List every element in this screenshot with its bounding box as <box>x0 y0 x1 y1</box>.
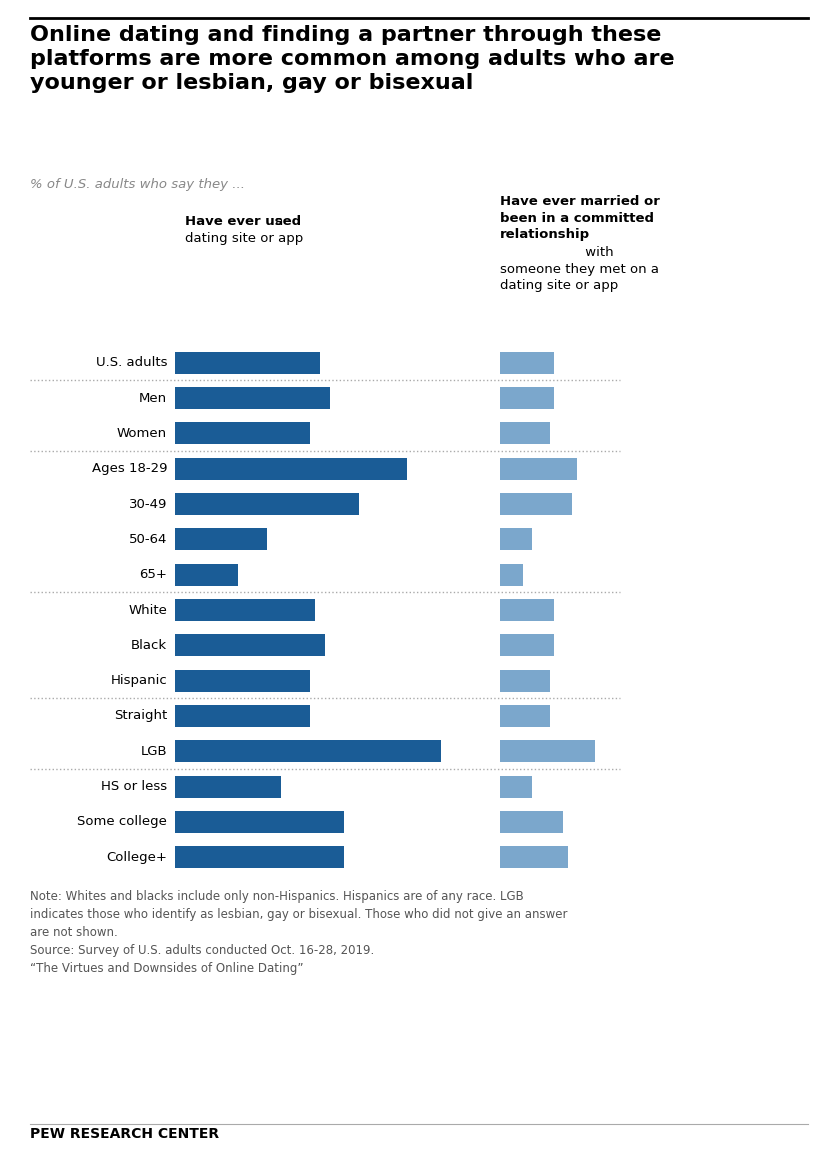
Text: with: with <box>581 247 613 259</box>
Text: U.S. adults: U.S. adults <box>96 356 167 369</box>
Text: HS or less: HS or less <box>101 780 167 794</box>
Text: 32: 32 <box>310 392 328 404</box>
Text: dating site or app: dating site or app <box>185 232 303 245</box>
Text: 35: 35 <box>324 816 342 828</box>
Text: 65+: 65+ <box>139 568 167 581</box>
Text: 29: 29 <box>296 604 313 616</box>
Text: 30%: 30% <box>288 356 318 369</box>
Text: someone they met on a
dating site or app: someone they met on a dating site or app <box>500 263 659 293</box>
Text: 12: 12 <box>535 392 552 404</box>
Text: Have ever used: Have ever used <box>185 215 301 228</box>
Text: 13: 13 <box>219 568 235 581</box>
Text: LGB: LGB <box>141 745 167 758</box>
Text: 48: 48 <box>387 462 405 475</box>
Text: 14: 14 <box>544 816 561 828</box>
Text: a: a <box>271 215 283 228</box>
Text: 11: 11 <box>530 427 547 440</box>
Text: 28: 28 <box>291 674 308 687</box>
Text: 38: 38 <box>339 498 356 510</box>
Text: 21: 21 <box>575 745 592 758</box>
Text: 7: 7 <box>520 780 530 794</box>
Text: % of U.S. adults who say they ...: % of U.S. adults who say they ... <box>30 179 245 191</box>
Text: 31: 31 <box>305 639 323 652</box>
Text: Some college: Some college <box>77 816 167 828</box>
Text: 12%: 12% <box>522 356 552 369</box>
Text: 11: 11 <box>530 674 547 687</box>
Text: 15: 15 <box>548 851 566 864</box>
Text: 12: 12 <box>535 604 552 616</box>
Text: Straight: Straight <box>114 710 167 722</box>
Text: Note: Whites and blacks include only non-Hispanics. Hispanics are of any race. L: Note: Whites and blacks include only non… <box>30 890 567 975</box>
Text: 19: 19 <box>247 533 265 546</box>
Text: Ages 18-29: Ages 18-29 <box>91 462 167 475</box>
Text: 28: 28 <box>291 710 308 722</box>
Text: Online dating and finding a partner through these
platforms are more common amon: Online dating and finding a partner thro… <box>30 25 675 93</box>
Text: 35: 35 <box>324 851 342 864</box>
Text: 17: 17 <box>557 462 575 475</box>
Text: 5: 5 <box>512 568 520 581</box>
Text: 55: 55 <box>422 745 438 758</box>
Text: Men: Men <box>139 392 167 404</box>
Text: College+: College+ <box>106 851 167 864</box>
Text: 22: 22 <box>261 780 279 794</box>
Text: Have ever married or
been in a committed
relationship: Have ever married or been in a committed… <box>500 195 660 241</box>
Text: 16: 16 <box>552 498 570 510</box>
Text: PEW RESEARCH CENTER: PEW RESEARCH CENTER <box>30 1127 219 1140</box>
Text: Women: Women <box>116 427 167 440</box>
Text: Black: Black <box>131 639 167 652</box>
Text: Hispanic: Hispanic <box>111 674 167 687</box>
Text: 11: 11 <box>530 710 547 722</box>
Text: 12: 12 <box>535 639 552 652</box>
Text: 7: 7 <box>520 533 530 546</box>
Text: White: White <box>128 604 167 616</box>
Text: 28: 28 <box>291 427 308 440</box>
Text: 50-64: 50-64 <box>128 533 167 546</box>
Text: 30-49: 30-49 <box>128 498 167 510</box>
